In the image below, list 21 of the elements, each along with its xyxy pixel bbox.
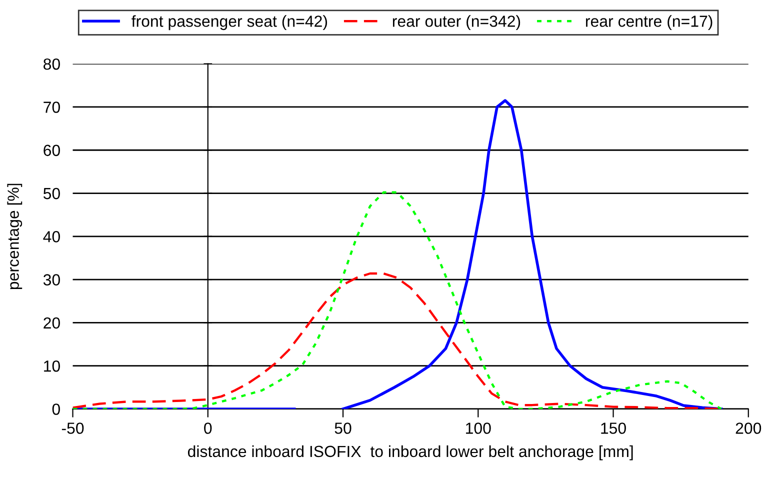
x-tick-label: 200 [736,422,762,434]
y-tick-label: 50 [43,188,60,200]
x-tick-label: 150 [601,422,626,434]
x-tick-label: -50 [62,422,84,434]
line-series [72,191,722,409]
x-tick-label: 50 [334,422,352,434]
legend-label: front passenger seat (n=42) [132,15,328,30]
y-axis-title: percentage [%] [7,184,22,290]
y-tick-label: 20 [44,317,60,329]
x-tick-label: 0 [204,422,212,434]
y-tick-label: 40 [43,231,60,242]
y-tick-label: 0 [52,404,60,415]
y-tick-label: 30 [43,274,60,286]
y-tick-label: 80 [44,58,60,70]
x-axis-title: distance inboard ISOFIX to inboard lower belt anchorage [mm] [188,445,633,460]
legend-label: rear centre (n=17) [586,15,712,30]
y-tick-label: 70 [44,102,60,113]
legend-label: rear outer (n=342) [392,15,520,30]
y-tick-label: 60 [44,144,60,156]
y-tick-label: 10 [44,360,60,372]
x-tick-label: 100 [466,422,491,434]
